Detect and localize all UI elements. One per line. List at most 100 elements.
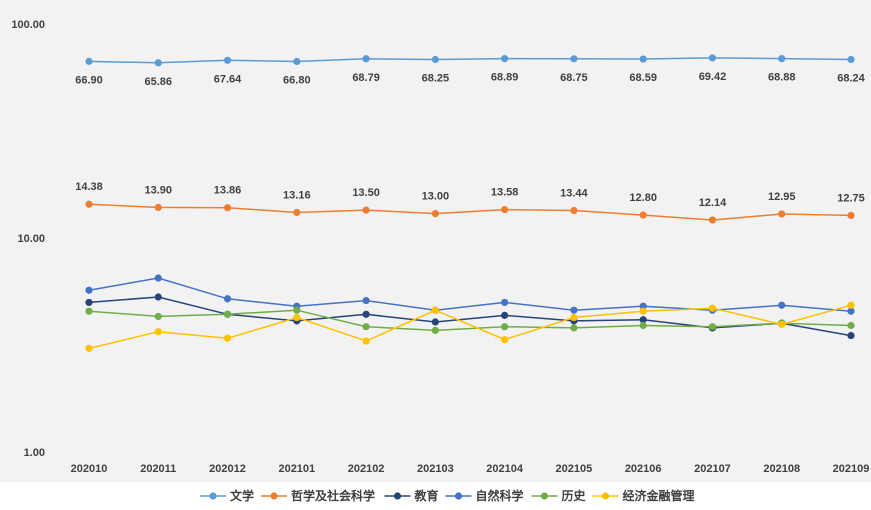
series-line [88, 57, 852, 64]
data-label: 65.86 [145, 76, 173, 88]
data-label: 12.80 [629, 192, 657, 204]
x-tick-label: 202107 [694, 463, 731, 475]
data-point [223, 295, 232, 303]
legend-marker [454, 492, 463, 500]
data-point [847, 301, 855, 309]
series-line [88, 296, 852, 337]
data-label: 13.50 [352, 187, 380, 199]
legend-label: 自然科学 [476, 488, 524, 503]
data-point [847, 211, 855, 220]
y-tick-label: 1.00 [24, 447, 45, 459]
legend-marker [393, 492, 402, 500]
data-point [362, 296, 370, 305]
data-point [501, 205, 509, 214]
data-label: 13.44 [560, 188, 588, 200]
legend-label: 经济金融管理 [623, 488, 695, 503]
legend-marker [209, 492, 217, 500]
data-point [847, 321, 855, 330]
legend-marker [540, 492, 549, 500]
data-point [85, 307, 93, 315]
data-point [293, 313, 301, 322]
data-point [362, 337, 370, 345]
data-label: 12.75 [837, 192, 865, 204]
data-point [85, 286, 93, 294]
data-point [708, 54, 717, 62]
data-point [708, 323, 717, 331]
x-tick-label: 202012 [209, 463, 246, 475]
legend-label: 哲学及社会科学 [291, 488, 375, 503]
legend-marker [270, 492, 278, 500]
data-point [570, 206, 578, 215]
data-point [847, 331, 855, 340]
x-tick-label: 202102 [348, 463, 385, 475]
data-point [85, 298, 93, 307]
data-label: 12.14 [699, 197, 727, 209]
data-point [639, 211, 647, 219]
data-point [431, 55, 439, 64]
data-point [501, 55, 509, 63]
x-tick-label: 202109 [833, 463, 870, 475]
data-point [154, 328, 162, 336]
data-point [708, 216, 717, 224]
data-point [639, 302, 647, 310]
data-point [223, 310, 232, 318]
data-point [639, 316, 647, 324]
x-tick-label: 202108 [763, 463, 800, 475]
legend-marker [601, 492, 610, 500]
series-line [88, 309, 852, 332]
data-point [223, 56, 232, 64]
x-tick-label: 202103 [417, 463, 454, 475]
y-tick-label: 100.00 [11, 19, 45, 31]
data-point [639, 307, 647, 315]
data-point [431, 210, 439, 218]
data-point [85, 200, 93, 208]
data-point [362, 310, 370, 318]
data-point [847, 55, 855, 64]
series-line [88, 203, 852, 221]
data-label: 68.59 [629, 72, 657, 84]
data-label: 66.80 [283, 74, 311, 86]
data-label: 68.88 [768, 72, 796, 84]
data-point [154, 59, 162, 67]
data-point [85, 344, 93, 352]
data-point [778, 301, 786, 309]
series-line [88, 277, 852, 312]
data-label: 67.64 [214, 73, 242, 85]
x-tick-label: 202105 [556, 463, 593, 475]
data-point [431, 318, 439, 326]
x-tick-label: 202010 [71, 463, 108, 475]
data-point [223, 334, 232, 342]
data-point [293, 57, 301, 66]
x-tick-label: 202106 [625, 463, 662, 475]
data-label: 68.79 [352, 72, 380, 84]
data-point [639, 321, 647, 330]
data-point [362, 323, 370, 331]
data-label: 13.86 [214, 185, 242, 197]
data-point [501, 311, 509, 319]
data-label: 69.42 [699, 71, 727, 83]
data-point [154, 203, 162, 211]
data-point [293, 306, 301, 314]
x-tick-label: 202011 [140, 463, 176, 475]
data-point [708, 304, 717, 312]
data-label: 14.38 [75, 181, 103, 193]
x-tick-label: 202101 [278, 463, 315, 475]
data-label: 12.95 [768, 191, 796, 203]
data-point [778, 320, 786, 328]
data-point [223, 204, 232, 212]
data-point [570, 55, 578, 63]
data-label: 13.90 [145, 184, 173, 196]
data-point [154, 293, 162, 301]
data-point [501, 336, 509, 344]
data-label: 68.89 [491, 72, 519, 84]
legend-label: 历史 [562, 488, 587, 503]
data-point [570, 324, 578, 332]
data-point [154, 274, 162, 282]
data-point [431, 306, 439, 314]
data-point [154, 312, 162, 321]
data-point [501, 298, 509, 307]
y-tick-label: 10.00 [17, 233, 45, 245]
data-point [431, 326, 439, 335]
data-point [778, 55, 786, 63]
